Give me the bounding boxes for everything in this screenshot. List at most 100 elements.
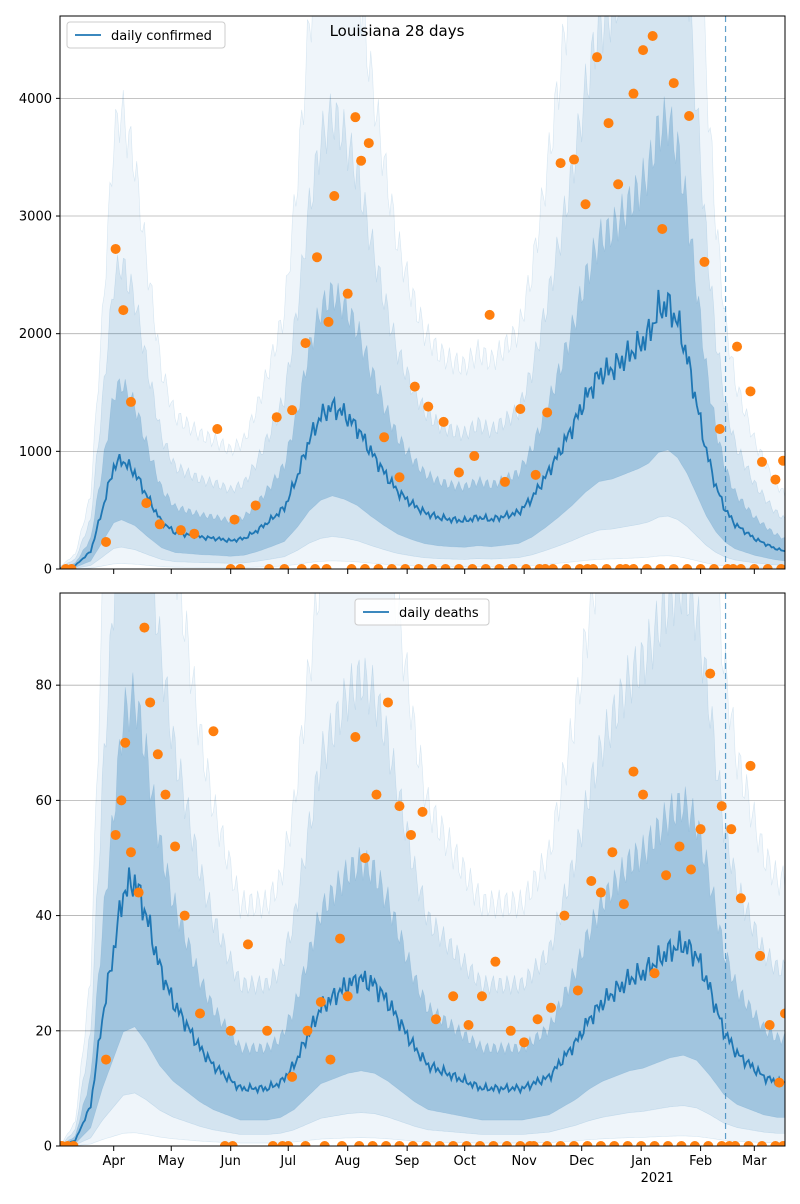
data-point <box>709 564 720 569</box>
data-point <box>354 1141 365 1146</box>
data-point <box>762 564 773 569</box>
x-tick-label: Mar <box>742 1154 767 1169</box>
observed-points <box>60 31 785 569</box>
data-point <box>595 887 606 898</box>
data-point <box>607 847 618 858</box>
data-point <box>141 498 152 509</box>
data-point <box>118 305 129 316</box>
data-point <box>528 1141 539 1146</box>
data-point <box>613 179 624 190</box>
data-point <box>434 1141 445 1146</box>
data-point <box>329 191 340 202</box>
data-point <box>636 1141 647 1146</box>
data-point <box>145 697 156 708</box>
data-point <box>413 564 424 569</box>
data-point <box>363 138 374 149</box>
data-point <box>582 1141 593 1146</box>
data-point <box>555 1141 566 1146</box>
data-point <box>532 1014 543 1025</box>
data-point <box>649 968 660 979</box>
data-point <box>189 528 200 539</box>
legend-label: daily deaths <box>399 606 479 621</box>
plot-frame <box>59 15 786 570</box>
data-point <box>250 500 261 511</box>
data-point <box>417 806 428 817</box>
data-point <box>469 451 480 462</box>
data-point <box>394 1141 405 1146</box>
uncertainty-band <box>60 672 785 1146</box>
data-point <box>705 668 716 679</box>
data-point <box>499 476 510 487</box>
data-point <box>125 396 136 407</box>
data-point <box>774 1077 785 1088</box>
data-point <box>283 1141 294 1146</box>
data-point <box>484 309 495 320</box>
data-point <box>569 1141 580 1146</box>
data-point <box>561 564 572 569</box>
data-point <box>453 564 464 569</box>
y-tick-label: 2000 <box>19 327 52 342</box>
data-point <box>505 1025 516 1036</box>
data-point <box>271 412 282 423</box>
data-point <box>580 199 591 210</box>
data-point <box>323 316 334 327</box>
data-point <box>714 423 725 434</box>
data-point <box>572 985 583 996</box>
data-point <box>778 1141 785 1146</box>
data-point <box>267 1141 278 1146</box>
data-point <box>776 564 785 569</box>
data-point <box>160 789 171 800</box>
x-tick-label: Nov <box>511 1154 537 1169</box>
data-point <box>695 824 706 835</box>
data-point <box>448 991 459 1002</box>
uncertainty-band <box>60 96 785 569</box>
data-point <box>219 1141 230 1146</box>
data-point <box>430 1014 441 1025</box>
data-point <box>542 407 553 418</box>
x-tick-label: Sep <box>395 1154 420 1169</box>
y-tick-label: 0 <box>44 563 52 578</box>
data-point <box>440 564 451 569</box>
y-tick-label: 60 <box>35 794 52 809</box>
y-tick-label: 1000 <box>19 445 52 460</box>
legend: daily deaths <box>354 598 490 626</box>
data-point <box>569 154 580 165</box>
data-point <box>618 899 629 910</box>
uncertainty-band <box>60 16 785 569</box>
data-point <box>682 564 693 569</box>
data-point <box>603 118 614 129</box>
data-point <box>586 876 597 887</box>
data-point <box>574 564 585 569</box>
daily-confirmed-panel: 0 1000 2000 3000 4000 daily confirmed <box>19 15 786 578</box>
plot-frame <box>59 592 786 1147</box>
data-point <box>342 991 353 1002</box>
data-point <box>319 1141 330 1146</box>
data-point <box>540 564 551 569</box>
x-tick-label: Oct <box>453 1154 475 1169</box>
data-point <box>726 824 737 835</box>
x-tick-label: Apr <box>102 1154 125 1169</box>
data-point <box>300 1141 311 1146</box>
data-point <box>494 564 505 569</box>
data-point <box>519 1037 530 1048</box>
data-point <box>68 1141 79 1146</box>
data-point <box>488 1141 499 1146</box>
data-point <box>110 829 121 840</box>
data-point <box>421 1141 432 1146</box>
data-point <box>356 155 367 166</box>
data-point <box>730 1141 741 1146</box>
data-point <box>515 403 526 414</box>
x-tick-label: Jun <box>220 1154 241 1169</box>
data-point <box>745 386 756 397</box>
uncertainty-band <box>60 16 785 569</box>
data-point <box>448 1141 459 1146</box>
data-point <box>423 401 434 412</box>
data-point <box>359 852 370 863</box>
data-point <box>381 1141 392 1146</box>
data-point <box>120 737 131 748</box>
x-tick-label: Dec <box>569 1154 594 1169</box>
data-point <box>287 1071 298 1082</box>
data-point <box>668 78 679 89</box>
data-point <box>689 1141 700 1146</box>
data-point <box>264 564 275 569</box>
